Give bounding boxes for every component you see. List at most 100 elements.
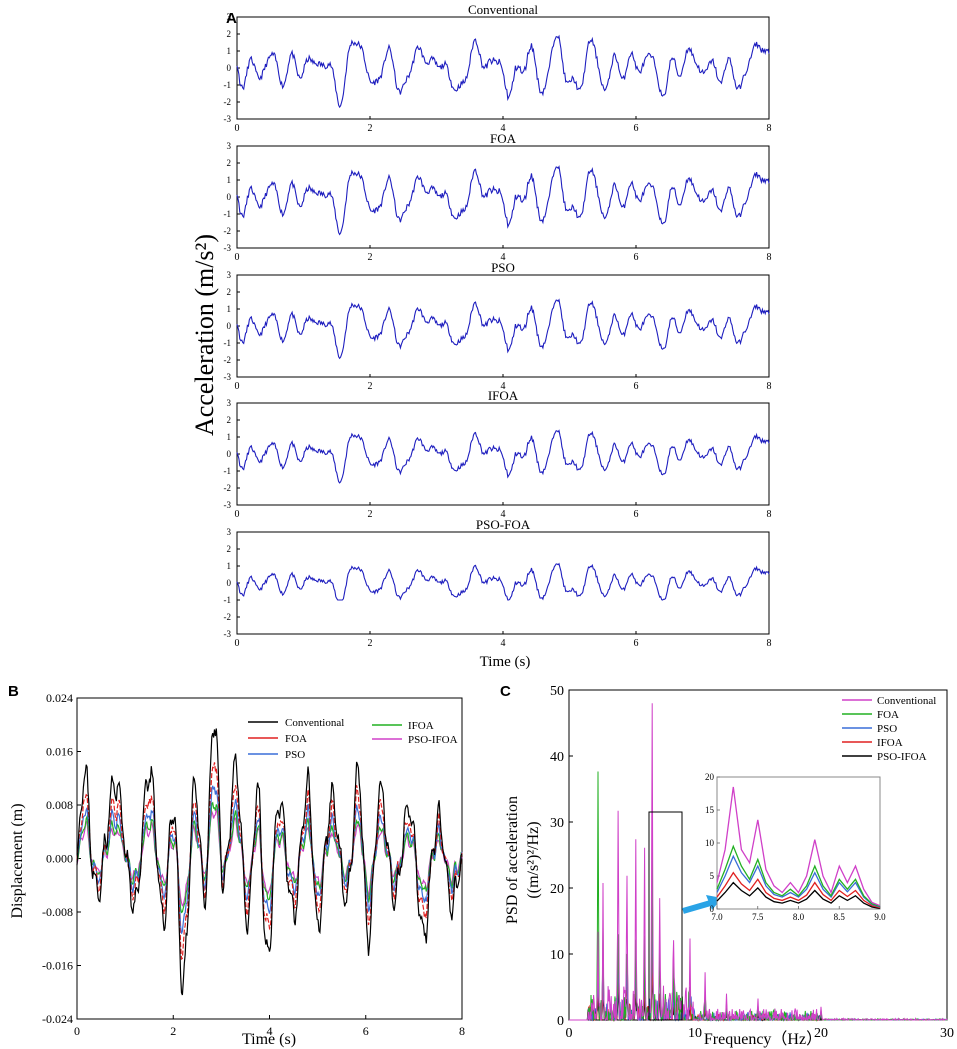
panel-a-ylabel: Acceleration (m/s²) — [190, 234, 219, 436]
panel-a-xlabel: Time (s) — [480, 654, 531, 670]
y-tick-label: 0.000 — [46, 852, 73, 866]
subplot-title: PSO — [491, 260, 515, 275]
panel-c-label: C — [500, 683, 511, 700]
y-tick-label: -2 — [224, 355, 232, 365]
inset-line-conventional — [716, 786, 881, 907]
legend-label: FOA — [877, 709, 899, 721]
y-tick-label: 0 — [227, 192, 232, 202]
y-tick-label: 3 — [227, 527, 232, 537]
y-tick-label: -2 — [224, 97, 232, 107]
inset-x-tick-label: 8.5 — [834, 912, 846, 922]
y-tick-label: 20 — [550, 882, 564, 897]
legend-label: PSO-IFOA — [408, 734, 458, 746]
inset-y-tick-label: 10 — [705, 838, 715, 848]
y-tick-label: -3 — [224, 243, 232, 253]
subplot-frame — [236, 402, 770, 506]
y-tick-label: -3 — [224, 629, 232, 639]
panel-b: B Displacement (m) Time (s) 0.0240.0160.… — [8, 683, 465, 1048]
x-tick-label: 8 — [767, 638, 772, 649]
inset-x-tick-label: 7.0 — [711, 912, 723, 922]
x-tick-label: 0 — [235, 638, 240, 649]
panel-b-frame — [76, 697, 463, 1020]
y-tick-label: 3 — [227, 12, 232, 22]
legend-label: PSO — [877, 723, 897, 735]
y-tick-label: -1 — [224, 338, 232, 348]
x-tick-label: 8 — [459, 1024, 465, 1038]
x-tick-label: 8 — [767, 123, 772, 134]
panel-c-series — [569, 703, 948, 1022]
panel-c: C PSD of acceleration ((m/s²)²/Hz) Frequ… — [500, 683, 954, 1048]
x-tick-label: 6 — [634, 252, 639, 263]
y-tick-label: 40 — [550, 750, 564, 765]
x-tick-label: 0 — [235, 381, 240, 392]
x-tick-label: 2 — [170, 1024, 176, 1038]
subplot-title: PSO-FOA — [476, 517, 531, 532]
y-tick-label: 3 — [227, 141, 232, 151]
y-tick-label: 1 — [227, 304, 232, 314]
y-tick-label: -3 — [224, 114, 232, 124]
x-tick-label: 30 — [940, 1026, 954, 1041]
panel-b-label: B — [8, 683, 19, 700]
y-tick-label: 3 — [227, 270, 232, 280]
panel-c-legend: Conventional FOA PSO IFOA PSO-IFOA — [842, 695, 936, 763]
y-tick-label: -0.024 — [42, 1012, 73, 1026]
subplot-frame — [236, 274, 770, 378]
inset-x-tick-label: 7.5 — [752, 912, 764, 922]
y-tick-label: -0.016 — [42, 959, 73, 973]
legend-label: FOA — [285, 733, 307, 745]
y-tick-label: 2 — [227, 287, 232, 297]
y-tick-label: 2 — [227, 158, 232, 168]
displacement-line-conventional — [76, 728, 463, 996]
legend-label: PSO-IFOA — [877, 751, 927, 763]
acceleration-line-pso — [236, 298, 770, 360]
y-tick-label: -3 — [224, 372, 232, 382]
y-tick-label: -3 — [224, 500, 232, 510]
x-tick-label: 0 — [74, 1024, 80, 1038]
y-tick-label: 2 — [227, 544, 232, 554]
y-tick-label: 0 — [227, 63, 232, 73]
acceleration-line-pso-foa — [236, 562, 770, 601]
x-tick-label: 4 — [501, 509, 506, 520]
displacement-line-pso — [76, 785, 463, 934]
x-tick-label: 0 — [235, 509, 240, 520]
x-tick-label: 4 — [501, 252, 506, 263]
y-tick-label: -1 — [224, 209, 232, 219]
y-tick-label: 0.016 — [46, 745, 73, 759]
x-tick-label: 0 — [566, 1026, 573, 1041]
acceleration-line-conventional — [236, 34, 770, 109]
x-tick-label: 4 — [501, 123, 506, 134]
inset-x-tick-label: 8.0 — [793, 912, 805, 922]
inset-y-tick-label: 0 — [710, 904, 715, 914]
legend-label: PSO — [285, 749, 305, 761]
panel-c-xlabel: Frequency（Hz） — [704, 1030, 822, 1048]
x-tick-label: 8 — [767, 509, 772, 520]
panel-b-ylabel: Displacement (m) — [9, 803, 26, 918]
x-tick-label: 20 — [814, 1026, 828, 1041]
x-tick-label: 2 — [368, 123, 373, 134]
y-tick-label: 0.008 — [46, 798, 73, 812]
panel-b-series — [76, 728, 463, 996]
y-tick-label: 1 — [227, 432, 232, 442]
inset-chart: 20 15 10 5 07.0 7.5 8.0 8.5 9.0 — [705, 772, 886, 922]
subplot-frame — [236, 16, 770, 120]
inset-y-tick-label: 5 — [710, 871, 715, 881]
subplot-title: IFOA — [488, 388, 519, 403]
x-tick-label: 8 — [767, 381, 772, 392]
legend-label: IFOA — [408, 720, 434, 732]
x-tick-label: 2 — [368, 381, 373, 392]
y-tick-label: -1 — [224, 466, 232, 476]
y-tick-label: -2 — [224, 612, 232, 622]
y-tick-label: -1 — [224, 80, 232, 90]
y-tick-label: 10 — [550, 948, 564, 963]
inset-line-foa — [716, 844, 881, 908]
subplot-frame — [236, 145, 770, 249]
y-tick-label: 1 — [227, 561, 232, 571]
inset-line-pso — [716, 854, 881, 908]
inset-y-tick-label: 20 — [705, 772, 715, 782]
y-tick-label: -2 — [224, 483, 232, 493]
x-tick-label: 6 — [363, 1024, 369, 1038]
